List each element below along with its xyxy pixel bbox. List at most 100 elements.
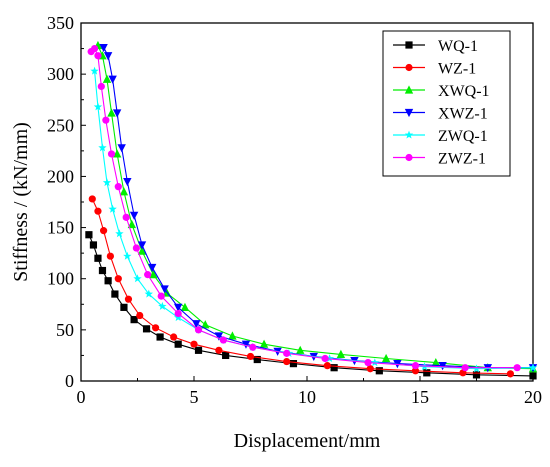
legend-label: XWZ-1 <box>438 106 488 123</box>
data-point <box>370 358 379 367</box>
x-tick-label: 15 <box>411 387 429 407</box>
data-point <box>117 144 126 153</box>
legend-label: WQ-1 <box>438 38 478 55</box>
data-point <box>201 320 210 329</box>
data-point <box>106 252 114 260</box>
data-point <box>438 362 447 371</box>
data-point <box>93 102 103 111</box>
data-point <box>423 369 431 377</box>
data-point <box>130 316 138 324</box>
data-point <box>94 254 102 262</box>
legend-label: ZWQ-1 <box>438 128 488 145</box>
data-point <box>325 354 334 363</box>
data-point <box>111 290 119 298</box>
data-point <box>364 358 372 367</box>
data-point <box>112 149 122 158</box>
data-point <box>283 357 291 366</box>
legend-item: XWZ-1 <box>393 106 488 123</box>
data-point <box>127 219 137 229</box>
x-tick-label: 10 <box>298 387 316 407</box>
x-axis-ticks: 0 5 10 15 20 <box>77 376 542 407</box>
data-point <box>194 326 203 334</box>
data-point <box>144 289 153 298</box>
x-axis-title: Displacement/mm <box>234 430 381 452</box>
data-point <box>259 339 269 348</box>
data-point <box>129 211 139 220</box>
data-point <box>85 231 93 239</box>
legend-item: WQ-1 <box>393 38 478 55</box>
data-point <box>115 229 124 238</box>
data-point <box>411 362 420 370</box>
data-point <box>321 354 329 363</box>
data-point <box>461 364 469 372</box>
data-point <box>173 303 183 312</box>
y-tick-label: 300 <box>47 64 74 84</box>
data-point <box>133 274 142 283</box>
y-tick-label: 150 <box>47 218 74 238</box>
data-point <box>228 331 237 340</box>
legend-label: XWQ-1 <box>438 83 490 100</box>
data-point <box>529 372 537 380</box>
legend-marker <box>404 130 414 139</box>
data-point <box>323 362 331 370</box>
data-point <box>289 360 298 368</box>
data-point <box>89 241 98 249</box>
data-point <box>108 204 117 213</box>
series-layer <box>85 40 538 380</box>
data-point <box>90 66 99 75</box>
data-point <box>147 263 157 273</box>
data-point <box>144 271 152 279</box>
y-tick-label: 0 <box>65 371 74 391</box>
x-tick-label: 5 <box>190 387 199 407</box>
data-point <box>330 364 338 372</box>
data-point <box>219 336 227 344</box>
data-point <box>102 116 110 124</box>
data-point <box>336 349 346 359</box>
legend-box <box>382 30 511 177</box>
data-point <box>142 325 151 333</box>
y-tick-label: 100 <box>47 269 74 289</box>
legend-label: WZ-1 <box>438 61 476 78</box>
data-point <box>98 143 107 152</box>
data-point <box>122 213 130 221</box>
data-point <box>104 277 112 285</box>
legend-marker <box>405 41 413 49</box>
x-tick-label: 0 <box>77 387 86 407</box>
data-point <box>136 311 144 320</box>
data-point <box>107 108 116 117</box>
y-tick-label: 50 <box>56 320 74 340</box>
plot-area: 0 5 10 15 20 0 50 100 150 200 250 300 350 <box>47 13 542 407</box>
data-point <box>112 109 122 118</box>
data-point <box>431 357 441 367</box>
data-point <box>215 346 223 354</box>
data-point <box>94 207 102 215</box>
data-point <box>123 251 132 260</box>
x-tick-label: 20 <box>524 387 542 407</box>
data-point <box>107 150 116 158</box>
data-point <box>180 302 190 311</box>
data-point <box>194 346 203 354</box>
data-point <box>472 371 481 379</box>
data-point <box>174 309 182 318</box>
data-point <box>114 183 122 191</box>
data-point <box>137 246 147 255</box>
data-point <box>246 352 255 361</box>
data-point <box>123 177 132 187</box>
data-point <box>411 367 420 375</box>
data-point <box>97 82 105 91</box>
series-line <box>91 198 511 375</box>
legend-item: ZWZ-1 <box>393 151 486 168</box>
legend: WQ-1 WZ-1 XWQ-1 XWZ-1 ZWQ-1 ZWZ-1 <box>382 30 511 177</box>
data-point <box>506 370 514 378</box>
data-point <box>108 75 117 84</box>
legend-items: WQ-1 WZ-1 XWQ-1 XWZ-1 ZWQ-1 ZWZ-1 <box>393 38 490 168</box>
data-point <box>94 52 102 60</box>
y-tick-label: 250 <box>47 115 74 135</box>
data-point <box>120 303 128 311</box>
series-WZ-1 <box>88 195 514 378</box>
data-point <box>253 355 261 364</box>
data-point <box>157 292 165 300</box>
y-tick-label: 350 <box>47 13 74 33</box>
legend-marker <box>404 85 414 94</box>
